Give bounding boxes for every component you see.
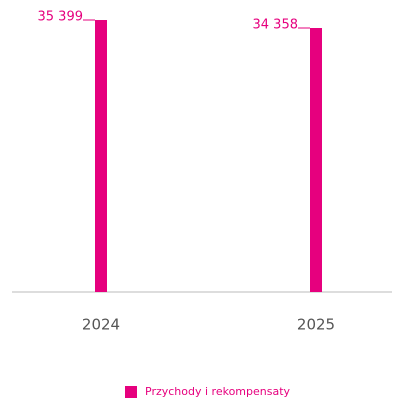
bar — [310, 28, 322, 293]
x-tick-label: 2025 — [297, 316, 335, 334]
x-tick-label: 2024 — [82, 316, 120, 334]
value-label: 34 358 — [253, 18, 299, 33]
bar — [95, 20, 107, 292]
legend-swatch — [125, 386, 137, 398]
legend-label: Przychody i rekompensaty — [145, 385, 291, 398]
value-label: 35 399 — [38, 10, 84, 25]
